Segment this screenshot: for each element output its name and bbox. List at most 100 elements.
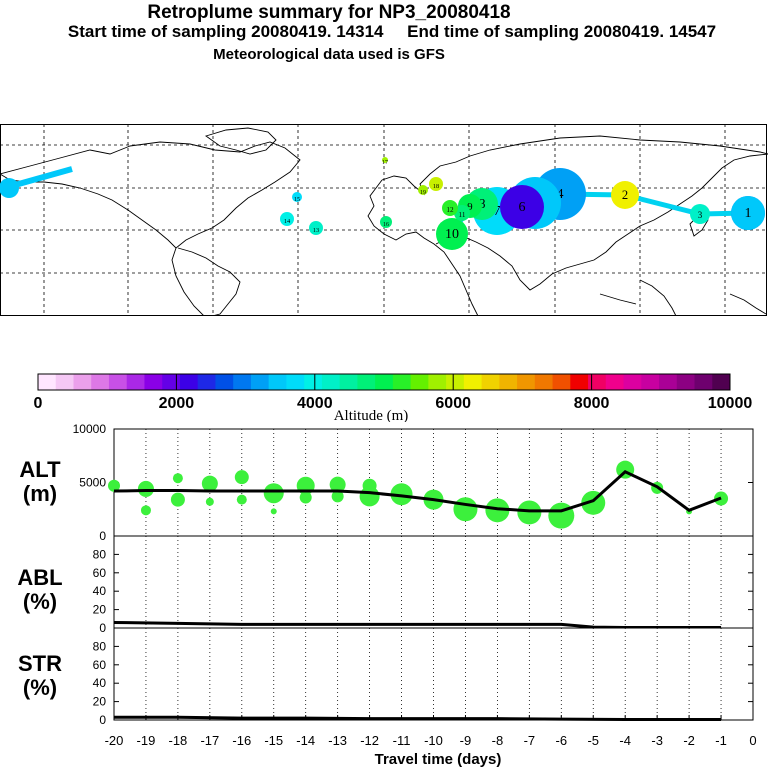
alt-axis-title: ALT (m) bbox=[10, 458, 70, 506]
colorbar-cell bbox=[517, 374, 536, 390]
colorbar-cell bbox=[428, 374, 447, 390]
y-tick-label: 20 bbox=[93, 603, 107, 617]
colorbar-cell bbox=[126, 374, 145, 390]
alt-bubble bbox=[140, 505, 151, 516]
abl-title-line-1: ABL bbox=[17, 565, 63, 590]
colorbar-cell bbox=[605, 374, 625, 390]
colorbar-cell bbox=[588, 374, 607, 390]
altitude-colorbar: 0 2000 4000 6000 8000 10000 Altitude (m) bbox=[34, 373, 753, 422]
alt-title-line-2: (m) bbox=[22, 481, 58, 506]
y-tick-label: 80 bbox=[93, 547, 107, 561]
x-tick-label: -8 bbox=[492, 733, 504, 748]
alt-bubble bbox=[453, 497, 478, 522]
y-tick-label: 0 bbox=[99, 713, 106, 727]
abl-axis-title-text: ABL (%) bbox=[10, 566, 70, 614]
colorbar-cell bbox=[570, 374, 589, 390]
plume-cluster-label: 13 bbox=[313, 227, 319, 234]
x-tick-label: -16 bbox=[232, 733, 251, 748]
x-tick-label: -15 bbox=[264, 733, 283, 748]
colorbar-cells bbox=[38, 374, 731, 390]
colorbar-cell bbox=[73, 374, 92, 390]
plume-cluster-label: 7 bbox=[494, 204, 501, 219]
plume-cluster-label: 1 bbox=[745, 206, 752, 221]
y-tick-label: 0 bbox=[99, 529, 106, 543]
colorbar-cell bbox=[233, 374, 252, 390]
colorbar-cell bbox=[410, 374, 429, 390]
sampling-time-line: Start time of sampling 20080419. 14314 E… bbox=[67, 22, 717, 41]
plume-cluster bbox=[442, 200, 458, 216]
str-panel: 80 60 40 20 0 bbox=[93, 627, 754, 727]
colorbar-cell bbox=[375, 374, 394, 390]
str-title-line-1: STR bbox=[18, 651, 62, 676]
colorbar-cell bbox=[108, 374, 128, 390]
colorbar-ticks: 0 2000 4000 6000 8000 10000 bbox=[34, 374, 753, 412]
str-panel-frame bbox=[113, 627, 754, 721]
plume-cluster-label: 16 bbox=[383, 222, 389, 228]
x-tick-label: -1 bbox=[715, 733, 727, 748]
colorbar-tick-label: 8000 bbox=[574, 395, 610, 412]
colorbar-cell bbox=[144, 374, 163, 390]
plume-cluster-label: 15 bbox=[294, 197, 300, 203]
x-tick-label: -14 bbox=[296, 733, 315, 748]
colorbar-tick-label: 10000 bbox=[708, 395, 753, 412]
colorbar-cell bbox=[481, 374, 500, 390]
alt-bubble bbox=[270, 508, 277, 515]
colorbar-cell bbox=[446, 374, 465, 390]
x-tick-label: 0 bbox=[749, 733, 756, 748]
page-title: Retroplume summary for NP3_20080418 bbox=[147, 2, 511, 23]
plume-cluster bbox=[690, 204, 710, 224]
alt-axis-title-text: ALT (m) bbox=[10, 458, 70, 506]
colorbar-cell bbox=[321, 374, 341, 390]
plume-cluster-label: 3 bbox=[698, 210, 703, 220]
colorbar-cell bbox=[694, 374, 713, 390]
met-data-line: Meteorological data used is GFS bbox=[213, 46, 445, 63]
plume-cluster-label: 4 bbox=[557, 187, 564, 202]
plume-cluster-edge bbox=[0, 178, 19, 198]
alt-bubble bbox=[331, 490, 344, 503]
colorbar-cell bbox=[91, 374, 110, 390]
x-tick-label: -12 bbox=[360, 733, 379, 748]
plume-cluster bbox=[292, 192, 302, 202]
alt-bubble bbox=[108, 479, 120, 492]
x-tick-label: -17 bbox=[200, 733, 219, 748]
colorbar-cell bbox=[268, 374, 287, 390]
colorbar-tick-label: 0 bbox=[34, 395, 43, 412]
x-tick-label: -9 bbox=[460, 733, 472, 748]
colorbar-cell bbox=[250, 374, 270, 390]
x-tick-label: -2 bbox=[683, 733, 695, 748]
colorbar-cell bbox=[215, 374, 234, 390]
plume-cluster bbox=[309, 221, 323, 235]
plume-cluster-label: 12 bbox=[446, 206, 454, 214]
alt-bubble bbox=[359, 486, 380, 507]
alt-bubble bbox=[205, 497, 214, 506]
alt-bubble bbox=[236, 494, 247, 505]
colorbar-cell bbox=[286, 374, 305, 390]
x-tick-label: -4 bbox=[619, 733, 631, 748]
y-tick-label: 60 bbox=[93, 566, 107, 580]
plume-cluster bbox=[429, 177, 443, 191]
y-tick-label: 80 bbox=[93, 639, 107, 653]
plume-cluster bbox=[500, 185, 544, 229]
abl-panel: 80 60 40 20 0 bbox=[93, 535, 754, 635]
x-tick-label: -6 bbox=[556, 733, 568, 748]
y-tick-label: 5000 bbox=[79, 476, 106, 490]
alt-panel: 10000 5000 0 bbox=[73, 422, 754, 543]
x-axis-label: Travel time (days) bbox=[375, 751, 502, 768]
x-tick-label: -20 bbox=[105, 733, 124, 748]
str-axis-title: STR (%) bbox=[10, 652, 70, 700]
plume-cluster-label: 17 bbox=[382, 160, 388, 166]
x-tick-label: -11 bbox=[393, 733, 411, 748]
colorbar-cell bbox=[339, 374, 358, 390]
alt-bubble bbox=[299, 491, 312, 504]
colorbar-cell bbox=[463, 374, 483, 390]
plume-cluster-label: 10 bbox=[445, 227, 459, 242]
colorbar-cell bbox=[534, 374, 554, 390]
y-tick-label: 40 bbox=[93, 584, 107, 598]
abl-axis-title: ABL (%) bbox=[10, 566, 70, 614]
x-tick-label: -13 bbox=[328, 733, 347, 748]
colorbar-cell bbox=[357, 374, 376, 390]
x-tick-label: -10 bbox=[424, 733, 443, 748]
x-tick-label: -3 bbox=[651, 733, 663, 748]
alt-bubble bbox=[329, 476, 346, 493]
colorbar-cell bbox=[499, 374, 518, 390]
